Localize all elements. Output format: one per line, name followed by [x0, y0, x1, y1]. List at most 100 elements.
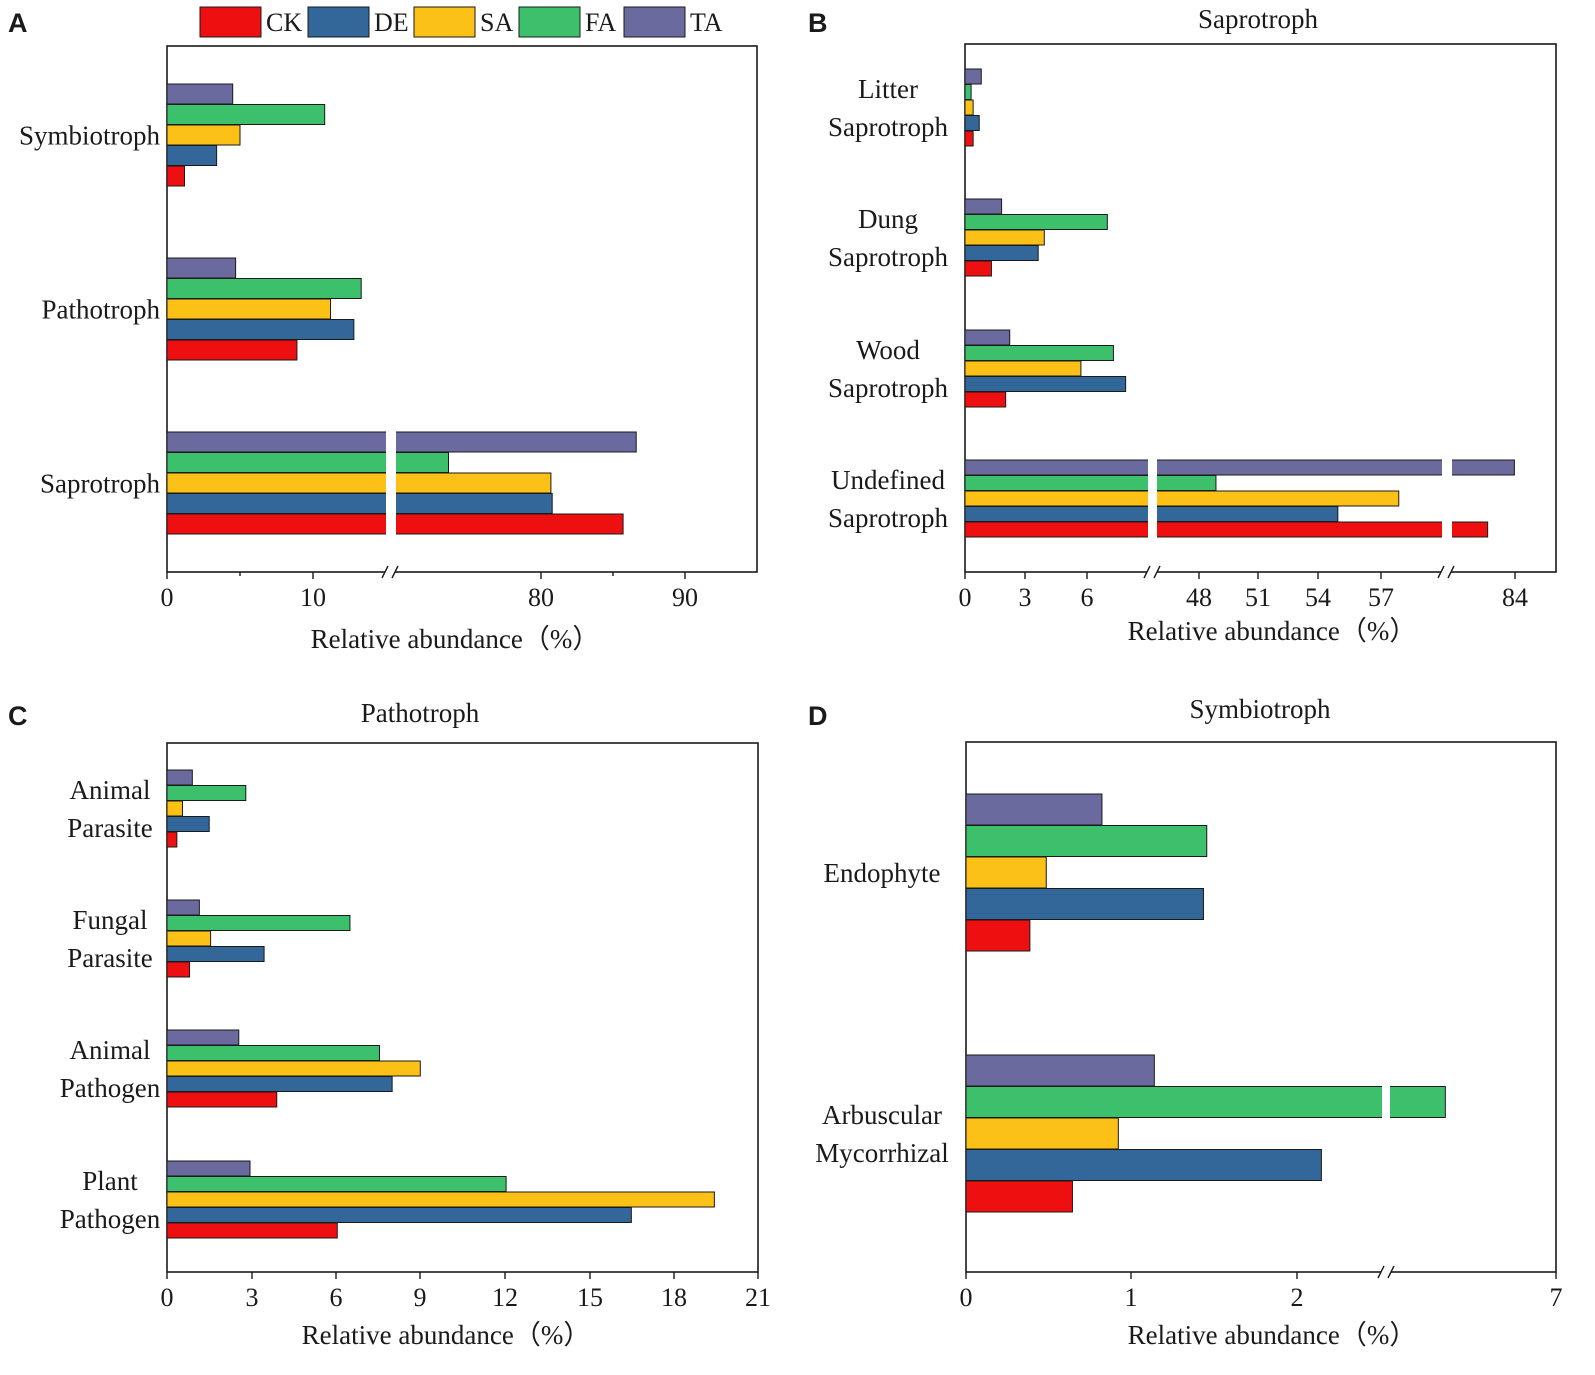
bar-c-3-fa [166, 1176, 507, 1192]
bar-c-0-ta [166, 769, 193, 786]
x-tick-label-a-1: 10 [300, 583, 326, 612]
bar-b-0-sa [964, 99, 974, 116]
bars-b [964, 68, 1515, 538]
x-tick-label-c-7: 21 [745, 1283, 771, 1312]
bar-a-0-ta [166, 83, 234, 105]
bar-b-1-ck [964, 260, 992, 277]
x-tick-label-c-3: 9 [414, 1283, 427, 1312]
bar-a-1-ta [166, 257, 237, 279]
bar-break-gap-b-3-ta-1 [1442, 459, 1452, 476]
bar-break-gap-b-3-sa-0 [1148, 490, 1157, 507]
x-axis-title-b: Relative abundance（%） [1128, 616, 1417, 646]
category-label-a-2-0: Saprotroph [40, 468, 160, 498]
plot-frame-b [964, 43, 1557, 573]
bar-c-3-de [166, 1207, 632, 1223]
x-axis-b: 0 3 6 48 51 54 57 84 [959, 565, 1528, 612]
category-label-d-0-0: Endophyte [824, 858, 941, 888]
panel-b: Saprotroph 0 3 6 48 51 54 57 84 Litter Saprotrop… [828, 4, 1557, 646]
bar-d-1-fa [965, 1086, 1446, 1118]
bar-b-1-de [964, 245, 1039, 261]
x-tick-label-b-5: 54 [1305, 583, 1331, 612]
category-label-b-0-0: Litter [858, 74, 918, 104]
axis-break-mark-b-1-a [1437, 565, 1445, 579]
panel-letter-b: B [808, 8, 828, 38]
x-tick-label-b-2: 6 [1081, 583, 1094, 612]
bar-break-gap-a-2-fa-0 [386, 452, 396, 473]
bar-b-2-de [964, 376, 1127, 392]
panel-letter-d: D [808, 701, 828, 731]
panel-a: 0 10 80 90 SymbiotrophPathotrophSaprotroph … [19, 45, 758, 654]
category-labels-a: Symbiotroph Pathotroph Saprotroph [19, 120, 161, 498]
bar-break-gap-b-3-ta-0 [1148, 459, 1157, 476]
bar-c-1-de [166, 946, 265, 962]
bar-a-2-ta [166, 431, 637, 453]
bar-d-0-ta [965, 793, 1103, 826]
bar-d-1-ta [965, 1054, 1155, 1087]
category-labels-b: Litter Saprotroph Dung Saprotroph Wood Saprot… [828, 74, 948, 533]
axis-break-gap-a-0 [385, 569, 395, 575]
category-label-c-1-1: Parasite [67, 943, 152, 973]
axis-break-mark-a-0-a [381, 565, 389, 579]
x-axis-title-d: Relative abundance（%） [1128, 1320, 1417, 1350]
x-axis-a: 0 10 80 90 [161, 565, 698, 612]
category-label-b-1-1: Saprotroph [828, 242, 948, 272]
bar-a-2-sa [166, 472, 552, 494]
bar-c-0-sa [166, 800, 183, 817]
axis-break-mark-d-0-a [1377, 1265, 1385, 1279]
bar-break-gap-d-1-fa-0 [1382, 1086, 1390, 1118]
bar-b-0-de [964, 115, 980, 131]
bar-break-gap-b-3-ck-1 [1442, 521, 1452, 538]
x-axis-title-a: Relative abundance（%） [311, 624, 600, 654]
axis-break-mark-d-0-b [1387, 1265, 1395, 1279]
axis-break-gap-b-1 [1441, 569, 1451, 575]
bar-d-0-ck [965, 919, 1031, 952]
legend-swatch-sa [413, 6, 476, 38]
bar-break-gap-a-2-ck-0 [386, 513, 396, 535]
bar-a-0-ck [166, 165, 186, 187]
bar-c-3-ta [166, 1160, 251, 1177]
bar-c-1-ck [166, 961, 191, 978]
bar-a-0-sa [166, 124, 241, 146]
bar-b-0-ta [964, 68, 982, 85]
category-labels-d: Endophyte Arbuscular Mycorrhizal [815, 858, 948, 1168]
panel-title-d: Symbiotroph [1189, 694, 1331, 724]
x-tick-label-d-0: 0 [960, 1283, 973, 1312]
bar-b-3-sa [964, 490, 1400, 507]
x-axis-title-c: Relative abundance（%） [302, 1320, 591, 1350]
x-tick-label-c-1: 3 [246, 1283, 259, 1312]
x-tick-label-c-5: 15 [577, 1283, 603, 1312]
bar-a-1-sa [166, 298, 332, 320]
bar-break-gap-a-2-ta-0 [386, 431, 396, 453]
bar-c-2-sa [166, 1060, 421, 1077]
bar-b-2-sa [964, 360, 1082, 377]
bar-b-3-ta [964, 459, 1515, 476]
bar-d-1-sa [965, 1117, 1119, 1150]
x-tick-label-c-4: 12 [492, 1283, 518, 1312]
x-tick-label-c-2: 6 [330, 1283, 343, 1312]
bar-b-0-ck [964, 130, 974, 147]
x-tick-label-b-0: 0 [959, 583, 972, 612]
x-tick-label-b-7: 84 [1502, 583, 1528, 612]
x-tick-label-b-1: 3 [1019, 583, 1032, 612]
category-label-b-3-0: Undefined [831, 465, 945, 495]
bar-break-gap-b-3-de-0 [1148, 506, 1157, 522]
category-label-b-2-0: Wood [856, 335, 920, 365]
bars-c [166, 769, 715, 1239]
bar-c-2-de [166, 1076, 393, 1092]
bar-break-gap-b-3-fa-0 [1148, 475, 1157, 491]
legend-swatch-fa [518, 6, 581, 38]
panel-c: Pathotroph 0 3 6 9 12 15 18 21 Animal Parasite Fu… [60, 698, 771, 1350]
bar-b-0-fa [964, 84, 972, 100]
bar-a-1-de [166, 319, 355, 340]
legend-label-ck: CK [266, 8, 302, 37]
bar-c-0-fa [166, 785, 247, 801]
bar-b-3-fa [964, 475, 1217, 491]
bar-c-0-ck [166, 831, 178, 848]
plot-frame-d [965, 741, 1557, 1273]
bar-c-3-ck [166, 1222, 338, 1239]
category-label-c-1-0: Fungal [72, 905, 147, 935]
bar-b-1-ta [964, 198, 1003, 215]
legend-swatch-ta [623, 6, 686, 38]
bar-b-1-fa [964, 214, 1108, 230]
bar-b-2-ck [964, 391, 1007, 408]
